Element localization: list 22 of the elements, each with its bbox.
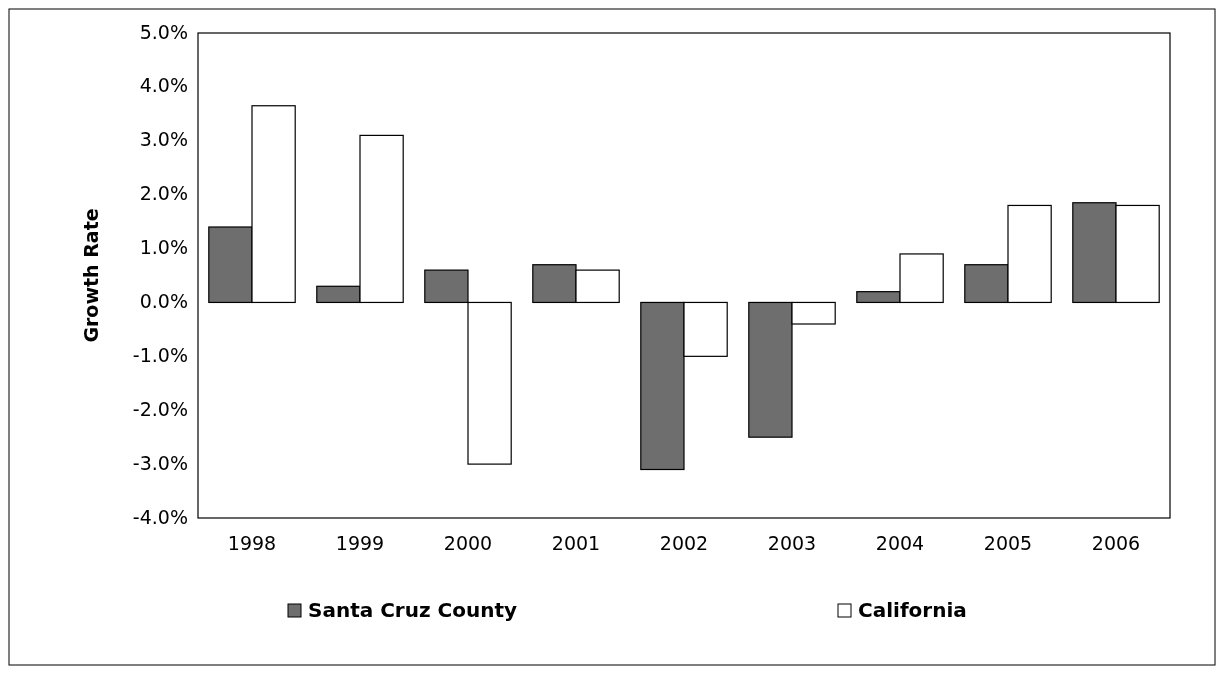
y-tick-label: 2.0% bbox=[139, 182, 188, 205]
x-tick-label: 2003 bbox=[767, 532, 817, 554]
y-tick-label: -1.0% bbox=[132, 343, 188, 366]
x-tick-label: 2001 bbox=[551, 532, 601, 554]
y-tick-label: 5.0% bbox=[139, 20, 188, 43]
x-tick-label: 2005 bbox=[983, 532, 1033, 554]
x-tick-label: 1998 bbox=[227, 532, 277, 554]
x-tick-label: 2002 bbox=[659, 532, 709, 554]
y-tick-label: 4.0% bbox=[139, 74, 188, 97]
x-tick-label: 2004 bbox=[875, 532, 925, 554]
y-tick-label: 1.0% bbox=[139, 236, 188, 259]
y-tick-label: 3.0% bbox=[139, 128, 188, 151]
y-tick-label: 0.0% bbox=[139, 289, 188, 312]
x-tick-label: 2006 bbox=[1091, 532, 1141, 554]
y-tick-label: -3.0% bbox=[132, 451, 188, 474]
y-tick-label: -4.0% bbox=[132, 505, 188, 528]
x-tick-label: 2000 bbox=[443, 532, 493, 554]
x-tick-label: 1999 bbox=[335, 532, 385, 554]
legend-label: California bbox=[858, 598, 967, 622]
y-axis-title: Growth Rate bbox=[80, 208, 102, 343]
y-tick-label: -2.0% bbox=[132, 397, 188, 420]
legend-label: Santa Cruz County bbox=[308, 598, 518, 622]
